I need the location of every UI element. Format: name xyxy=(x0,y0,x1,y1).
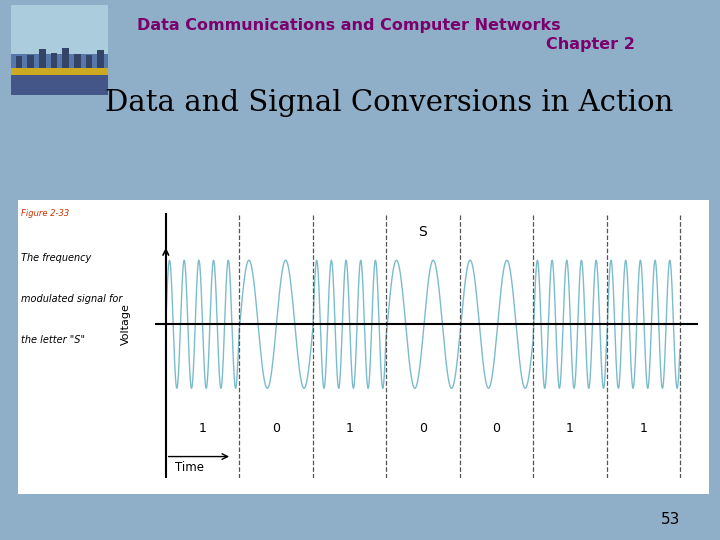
Text: Figure 2-33: Figure 2-33 xyxy=(22,208,70,218)
Text: Data and Signal Conversions in Action: Data and Signal Conversions in Action xyxy=(104,89,673,117)
Text: Time: Time xyxy=(175,461,204,474)
Text: 0: 0 xyxy=(272,422,280,435)
Text: Chapter 2: Chapter 2 xyxy=(546,37,635,52)
Text: The frequency: The frequency xyxy=(22,253,91,263)
Text: 1: 1 xyxy=(639,422,647,435)
Text: 0: 0 xyxy=(492,422,500,435)
Text: 1: 1 xyxy=(199,422,207,435)
Bar xyxy=(39,49,46,68)
Text: the letter "S": the letter "S" xyxy=(22,335,86,345)
Text: Data Communications and Computer Networks: Data Communications and Computer Network… xyxy=(137,18,560,33)
Text: 0: 0 xyxy=(419,422,427,435)
Bar xyxy=(11,55,108,68)
Text: Voltage: Voltage xyxy=(120,303,130,345)
Text: S: S xyxy=(418,225,427,239)
Bar xyxy=(27,55,34,68)
Bar xyxy=(16,56,22,68)
Text: 1: 1 xyxy=(566,422,574,435)
Bar xyxy=(74,54,81,68)
Bar xyxy=(86,55,92,68)
Bar xyxy=(11,68,108,75)
Bar xyxy=(97,50,104,68)
Bar xyxy=(50,53,58,68)
Text: 53: 53 xyxy=(661,511,680,526)
Bar xyxy=(11,5,108,55)
Bar xyxy=(11,75,108,94)
Text: modulated signal for: modulated signal for xyxy=(22,294,123,304)
Bar xyxy=(63,48,69,68)
Text: 1: 1 xyxy=(346,422,354,435)
